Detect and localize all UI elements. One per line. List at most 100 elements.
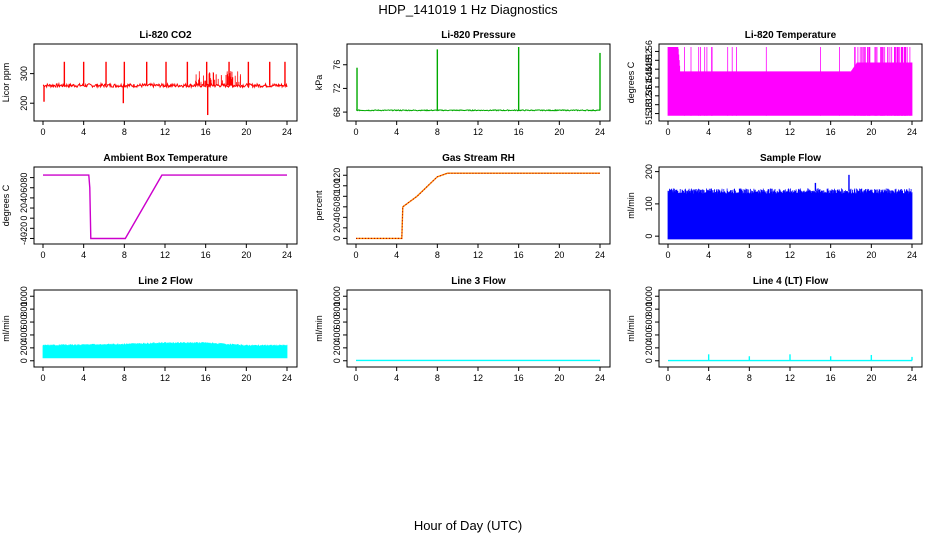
y-tick-label: 51.28 [644,102,654,125]
y-tick-label: 200 [19,96,29,111]
panel-ambient-box-temperature: Ambient Box Temperature degrees C 0 4 8 12 16 2… [1,153,298,260]
y-tick-label: 200 [644,164,654,179]
x-tick-label: 16 [826,373,836,383]
x-tick-label: 0 [40,127,45,137]
y-tick-label: 100 [332,178,342,193]
x-tick-label: 4 [706,250,711,260]
x-tick-label: 24 [907,250,917,260]
series [356,47,601,112]
x-tick-label: 24 [595,373,605,383]
y-tick-label: 400 [19,327,29,342]
y-axis-label: degrees C [1,184,11,226]
y-tick-label: 72 [332,83,342,93]
y-tick-label: 600 [332,315,342,330]
x-tick-label: 0 [665,373,670,383]
panel-li-820-temperature: Li-820 Temperature degrees C 0 4 8 12 16 20 24 51… [626,30,923,137]
y-tick-label: 60 [19,183,29,193]
data-line-dots [356,172,600,239]
y-tick-label: -40 [19,232,29,245]
y-tick-label: 300 [19,66,29,81]
x-tick-label: 16 [201,373,211,383]
x-tick-label: 0 [353,127,358,137]
y-axis-label: percent [314,190,324,221]
x-axis-label: Hour of Day (UTC) [413,518,523,533]
x-tick-label: 8 [122,127,127,137]
y-tick-label: 51.44 [644,67,654,90]
panel-sample-flow: Sample Flow ml/min 0 4 8 12 16 20 24 0 100 200 [626,153,923,260]
plot-frame [346,166,611,245]
y-tick-label: 600 [644,315,654,330]
x-tick-label: 8 [122,373,127,383]
series [42,342,288,359]
x-tick-label: 12 [473,127,483,137]
x-tick-label: 16 [514,373,524,383]
y-axis-label: degrees C [626,61,636,103]
y-tick-label: 60 [332,202,342,212]
y-tick-label: 51.32 [644,93,654,116]
y-tick-label: 51.36 [644,85,654,108]
x-tick-label: 20 [554,373,564,383]
y-axis-label: kPa [314,75,324,91]
panel-title: Line 4 (LT) Flow [753,276,829,287]
x-tick-label: 16 [514,127,524,137]
x-tick-label: 24 [595,127,605,137]
x-tick-label: 24 [282,373,292,383]
x-tick-label: 4 [706,127,711,137]
y-tick-label: 51.4 [644,78,654,96]
data-line [42,81,288,90]
x-tick-label: 20 [866,373,876,383]
data-line [356,172,600,240]
y-tick-label: 0 [19,358,29,363]
x-tick-label: 0 [40,373,45,383]
series [667,47,913,116]
panel-title: Li-820 Temperature [745,30,837,41]
x-tick-label: 4 [394,127,399,137]
y-tick-label: -20 [19,222,29,235]
y-tick-label: 200 [19,340,29,355]
panel-li-820-pressure: Li-820 Pressure kPa 0 4 8 12 16 20 24 68 72 76 [314,30,611,137]
panel-title: Line 3 Flow [451,276,506,287]
x-tick-label: 20 [241,250,251,260]
series [667,174,913,240]
x-tick-label: 8 [747,127,752,137]
y-tick-label: 400 [332,327,342,342]
x-tick-label: 24 [907,127,917,137]
x-tick-label: 16 [201,250,211,260]
y-tick-label: 400 [644,327,654,342]
y-axis-label: Licor ppm [1,63,11,103]
y-tick-label: 20 [19,203,29,213]
x-tick-label: 8 [435,127,440,137]
y-tick-label: 200 [332,340,342,355]
series [42,61,288,116]
data-band-extra [684,47,911,116]
x-tick-label: 0 [353,250,358,260]
y-tick-label: 0 [19,216,29,221]
x-tick-label: 12 [785,127,795,137]
y-tick-label: 1000 [332,286,342,306]
y-tick-label: 800 [644,302,654,317]
y-tick-label: 51.52 [644,49,654,72]
x-tick-label: 4 [394,250,399,260]
plot-frame [346,289,611,368]
y-axis-label: ml/min [626,192,636,219]
x-tick-label: 4 [706,373,711,383]
y-tick-label: 68 [332,107,342,117]
x-tick-label: 16 [826,127,836,137]
y-tick-label: 80 [332,191,342,201]
x-tick-label: 24 [282,250,292,260]
data-band [42,342,288,359]
y-tick-label: 600 [19,315,29,330]
y-tick-label: 40 [19,193,29,203]
x-tick-label: 4 [394,373,399,383]
x-tick-label: 24 [282,127,292,137]
x-tick-label: 24 [907,373,917,383]
panel-title: Ambient Box Temperature [103,153,228,164]
y-tick-label: 0 [644,234,654,239]
x-tick-label: 4 [81,373,86,383]
x-tick-label: 12 [160,250,170,260]
series [356,172,600,240]
y-axis-label: ml/min [626,315,636,342]
panel-title: Sample Flow [760,153,821,164]
x-tick-label: 0 [353,373,358,383]
data-noise [195,71,242,86]
